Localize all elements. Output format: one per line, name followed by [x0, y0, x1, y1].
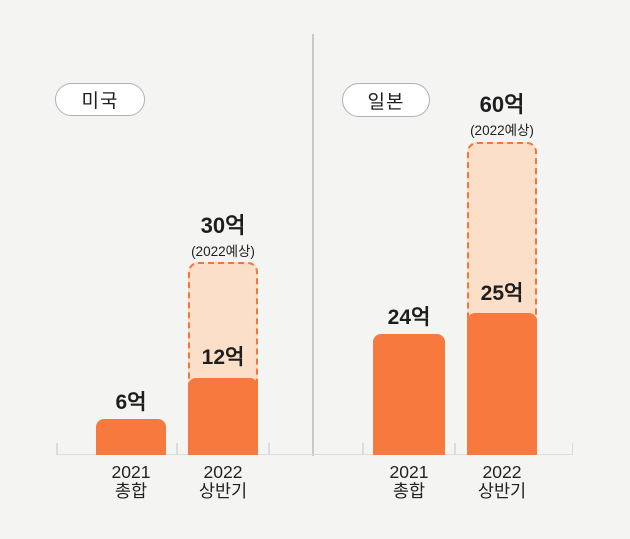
- axis-label-us-2022: 2022 상반기: [183, 463, 263, 501]
- bar-japan-2021: [373, 334, 445, 455]
- axis-label-line: 2021: [389, 462, 429, 482]
- axis-label-line: 총합: [114, 481, 148, 501]
- forecast-headline-us: 30억 (2022예상): [173, 213, 273, 260]
- region-label-us: 미국: [81, 91, 119, 112]
- value-label-japan-2021: 24억: [387, 306, 431, 329]
- value-label-us-2022: 12억: [201, 346, 245, 369]
- axis-label-line: 2022: [203, 462, 243, 482]
- region-badge-us: 미국: [55, 83, 145, 116]
- x-axis-tick: [268, 443, 270, 454]
- x-axis-tick: [362, 443, 364, 454]
- panel-divider: [312, 34, 314, 456]
- region-badge-japan: 일본: [342, 83, 430, 117]
- value-label-japan-2022: 25억: [480, 282, 524, 305]
- axis-label-line: 2022: [482, 462, 522, 482]
- axis-label-line: 상반기: [198, 481, 248, 501]
- forecast-value-japan: 60억: [479, 92, 525, 117]
- forecast-note-japan: (2022예상): [470, 123, 534, 139]
- region-label-japan: 일본: [367, 91, 405, 113]
- axis-label-japan-2021: 2021 총합: [369, 463, 449, 501]
- value-label-us-2021: 6억: [115, 391, 147, 414]
- axis-label-us-2021: 2021 총합: [91, 463, 171, 501]
- x-axis-tick: [454, 443, 456, 454]
- forecast-headline-japan: 60억 (2022예상): [452, 92, 552, 139]
- axis-label-japan-2022: 2022 상반기: [462, 463, 542, 501]
- x-axis-tick: [56, 443, 58, 454]
- axis-label-line: 상반기: [477, 481, 527, 501]
- x-axis-tick: [571, 443, 573, 454]
- x-axis-tick: [176, 443, 178, 454]
- forecast-note-us: (2022예상): [191, 244, 255, 260]
- bar-japan-2022: [467, 313, 537, 455]
- forecast-value-us: 30억: [200, 213, 246, 238]
- bar-us-2022: [188, 378, 258, 455]
- axis-label-line: 2021: [111, 462, 151, 482]
- bar-us-2021: [96, 419, 166, 455]
- axis-label-line: 총합: [392, 481, 426, 501]
- x-axis-line: [56, 453, 573, 455]
